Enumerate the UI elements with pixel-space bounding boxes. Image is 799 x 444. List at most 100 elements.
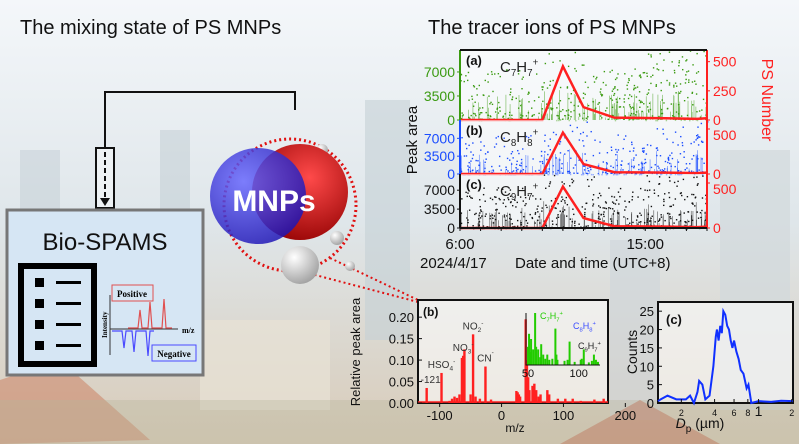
inset-x-tick-label: 100 bbox=[570, 368, 588, 380]
scatter-point bbox=[494, 196, 496, 198]
scatter-point bbox=[505, 205, 507, 208]
scatter-point bbox=[646, 221, 648, 223]
scatter-point bbox=[627, 170, 630, 172]
spectrum-bar bbox=[525, 360, 529, 403]
inset-bar bbox=[573, 361, 576, 365]
scatter-point bbox=[705, 194, 707, 197]
scatter-point bbox=[546, 206, 548, 209]
scatter-point bbox=[608, 187, 610, 189]
scatter-point bbox=[705, 202, 707, 205]
scatter-point bbox=[667, 159, 670, 161]
scatter-point bbox=[597, 165, 600, 167]
scatter-point bbox=[678, 214, 680, 216]
scatter-point bbox=[692, 154, 695, 157]
scatter-point bbox=[599, 206, 601, 209]
scatter-point bbox=[550, 102, 552, 104]
negative-label: Negative bbox=[157, 349, 191, 359]
scatter-point bbox=[683, 156, 685, 159]
date-label: 2024/4/17 bbox=[420, 255, 487, 272]
scatter-point bbox=[696, 111, 698, 113]
scatter-point bbox=[635, 219, 638, 221]
scatter-point bbox=[685, 224, 687, 227]
scatter-point bbox=[571, 178, 573, 181]
scatter-point bbox=[582, 117, 584, 119]
charge: - bbox=[471, 341, 473, 348]
scatter-point bbox=[462, 114, 464, 116]
scatter-point bbox=[544, 62, 547, 65]
scatter-point bbox=[610, 165, 612, 167]
y-tick-label: 15 bbox=[640, 341, 654, 356]
scatter-point bbox=[521, 187, 524, 190]
scatter-point bbox=[618, 203, 620, 205]
scatter-point bbox=[662, 69, 664, 72]
scatter-point bbox=[559, 152, 562, 154]
scatter-point bbox=[479, 135, 481, 137]
scatter-point bbox=[699, 212, 702, 214]
scatter-point bbox=[497, 72, 500, 75]
scatter-point bbox=[656, 147, 658, 149]
scatter-point bbox=[592, 154, 595, 157]
y-tick-label: 3500 bbox=[424, 88, 455, 104]
scatter-point bbox=[666, 79, 668, 82]
scatter-point bbox=[686, 114, 689, 117]
scatter-point bbox=[628, 104, 631, 106]
right-title: The tracer ions of PS MNPs bbox=[428, 17, 676, 39]
scatter-point bbox=[502, 188, 504, 190]
scatter-point bbox=[525, 219, 527, 222]
scatter-point bbox=[594, 222, 596, 224]
scatter-point bbox=[686, 167, 688, 169]
scatter-point bbox=[582, 131, 584, 134]
scatter-point bbox=[531, 114, 534, 117]
scatter-point bbox=[651, 115, 654, 117]
scatter-point bbox=[669, 205, 671, 208]
subscript: 8 bbox=[527, 138, 532, 149]
scatter-point bbox=[615, 153, 617, 156]
spectrum-bar bbox=[478, 398, 482, 403]
spectrum-bar bbox=[453, 396, 456, 403]
y2-tick-label: 250 bbox=[713, 83, 737, 99]
scatter-point bbox=[549, 84, 551, 86]
charge: - bbox=[492, 350, 494, 357]
scatter-point bbox=[571, 220, 573, 223]
scatter-point bbox=[669, 213, 671, 215]
spectrum-bar bbox=[425, 387, 428, 403]
scatter-point bbox=[668, 176, 671, 179]
subscript: 9 bbox=[585, 347, 588, 353]
scatter-point bbox=[650, 144, 652, 147]
scatter-point bbox=[466, 195, 468, 198]
y-axis-label: Relative peak area bbox=[348, 297, 363, 406]
inset-bar bbox=[592, 354, 595, 365]
inset-bar bbox=[532, 349, 535, 365]
scatter-point bbox=[554, 207, 556, 209]
scatter-point bbox=[547, 170, 550, 173]
scatter-point bbox=[703, 50, 705, 53]
scatter-point bbox=[693, 80, 696, 82]
scatter-point bbox=[648, 170, 650, 172]
x-tick-label: 6:00 bbox=[445, 236, 474, 253]
spectrum-bar bbox=[450, 398, 454, 403]
scatter-point bbox=[677, 161, 680, 163]
y-tick-label: 0 bbox=[647, 396, 654, 411]
scatter-point bbox=[696, 211, 698, 213]
scatter-point bbox=[584, 213, 586, 216]
scatter-point bbox=[689, 162, 691, 165]
inset-ion-label: C7H7+ bbox=[540, 311, 564, 323]
scatter-point bbox=[660, 216, 663, 218]
scatter-point bbox=[676, 85, 678, 87]
scatter-point bbox=[623, 118, 625, 121]
scatter-point bbox=[597, 205, 600, 207]
scatter-point bbox=[555, 223, 558, 226]
scatter-point bbox=[615, 159, 617, 161]
scatter-point bbox=[598, 152, 601, 154]
scatter-point bbox=[646, 175, 648, 177]
scatter-point bbox=[611, 90, 614, 92]
scatter-point bbox=[479, 212, 481, 214]
spectrum-bar bbox=[518, 396, 522, 403]
scatter-point bbox=[674, 82, 677, 84]
scatter-point bbox=[619, 187, 622, 190]
scatter-point bbox=[614, 86, 616, 88]
inset-bar bbox=[527, 346, 530, 365]
scatter-point bbox=[642, 199, 645, 201]
spectrum-bar bbox=[515, 390, 518, 403]
spectrum-bar bbox=[602, 398, 605, 403]
